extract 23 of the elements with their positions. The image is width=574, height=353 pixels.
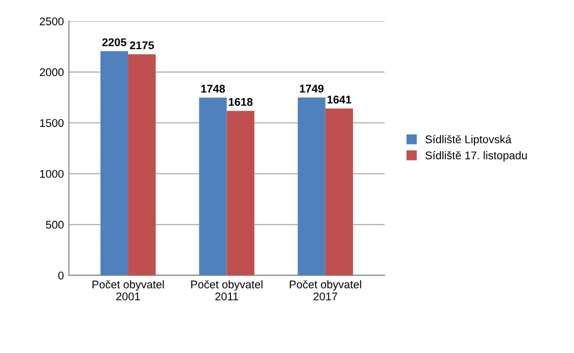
bar <box>298 98 326 276</box>
y-tick-label: 2500 <box>40 17 64 26</box>
y-tick-label: 500 <box>46 220 64 229</box>
y-tick-label: 1000 <box>40 170 64 178</box>
x-tick-label: Počet obyvatel 2017 <box>290 280 362 300</box>
y-tick-label: 1500 <box>40 119 64 127</box>
data-label: 1618 <box>228 98 253 106</box>
bar <box>325 108 354 276</box>
x-tick-label: Počet obyvatel 2011 <box>191 280 262 300</box>
y-tick-label: 0 <box>58 272 64 280</box>
data-label: 2175 <box>130 41 154 50</box>
data-label: 1641 <box>328 96 352 104</box>
y-tick-label: 2000 <box>40 68 64 76</box>
bar <box>100 51 128 276</box>
legend-label: Sídliště 17. listopadu <box>425 151 527 162</box>
bar <box>199 98 227 276</box>
data-label: 1748 <box>201 84 225 93</box>
data-label: 1749 <box>300 84 324 93</box>
bar <box>128 54 156 276</box>
legend-label: Sídliště Liptovská <box>425 134 512 146</box>
data-label: 2205 <box>102 38 126 46</box>
bar <box>226 110 254 276</box>
x-tick-label: Počet obyvatel 2001 <box>92 280 164 300</box>
